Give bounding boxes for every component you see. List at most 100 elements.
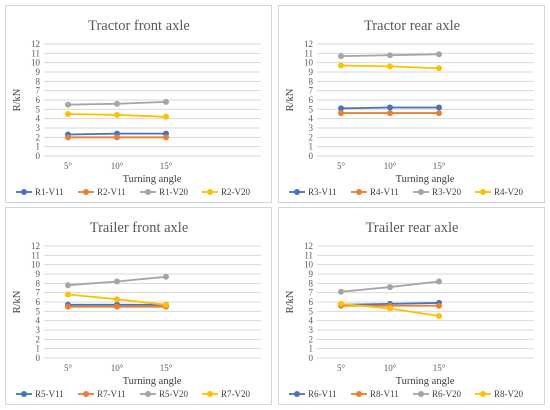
y-axis-label: R/kN <box>285 88 296 111</box>
x-axis-label: Turning angle <box>123 174 182 185</box>
data-point-R7-V20 <box>65 291 71 298</box>
y-tick-label: 8 <box>36 278 41 288</box>
data-point-R1-V20 <box>65 101 71 108</box>
y-axis-label: R/kN <box>12 88 23 111</box>
legend-swatch-marker <box>418 189 424 195</box>
data-point-R2-V20 <box>114 111 120 118</box>
y-tick-label: 4 <box>309 316 314 326</box>
data-point-R4-V20 <box>338 62 344 69</box>
x-tick-label: 5° <box>64 363 73 373</box>
legend-swatch-marker <box>480 189 486 195</box>
y-tick-label: 7 <box>36 288 41 298</box>
legend-label: R7-V20 <box>221 389 250 399</box>
data-point-R7-V20 <box>114 296 120 303</box>
chart-panel-tractor-front-axle: Tractor front axle 0 1 2 3 4 5 6 7 8 9 10 11 12 5° 10° 1… <box>5 5 272 203</box>
y-tick-label: 9 <box>36 67 41 77</box>
chart-panel-trailer-rear-axle: Trailer rear axle 0 1 2 3 4 5 6 7 8 9 10 11 12 5° 10° 15… <box>278 207 545 405</box>
chart-title: Tractor front axle <box>88 18 190 34</box>
legend-label: R8-V20 <box>494 389 523 399</box>
y-tick-label: 0 <box>309 353 314 363</box>
legend-label: R1-V11 <box>35 187 64 197</box>
y-tick-label: 5 <box>309 104 314 114</box>
y-tick-label: 2 <box>309 334 314 344</box>
y-axis-label: R/kN <box>12 290 23 313</box>
x-tick-label: 15° <box>433 161 446 171</box>
x-tick-label: 10° <box>384 363 397 373</box>
data-point-R3-V11 <box>338 105 344 112</box>
legend-label: R5-V11 <box>35 389 64 399</box>
data-point-R2-V11 <box>114 134 120 141</box>
legend-label: R3-V20 <box>432 187 461 197</box>
legend-label: R3-V11 <box>308 187 337 197</box>
legend-label: R2-V20 <box>221 187 250 197</box>
x-tick-label: 15° <box>160 363 173 373</box>
x-tick-label: 15° <box>160 161 173 171</box>
data-point-R4-V20 <box>436 65 442 72</box>
y-tick-label: 9 <box>309 67 314 77</box>
data-point-R3-V20 <box>387 52 393 59</box>
legend-swatch-marker <box>83 391 89 397</box>
legend-label: R4-V20 <box>494 187 523 197</box>
y-tick-label: 7 <box>36 86 41 96</box>
chart-title: Trailer rear axle <box>366 220 459 236</box>
x-axis-label: Turning angle <box>396 174 455 185</box>
y-tick-label: 1 <box>36 142 41 152</box>
y-tick-label: 6 <box>309 95 314 105</box>
data-point-R4-V11 <box>387 110 393 117</box>
y-tick-label: 8 <box>309 278 314 288</box>
x-tick-label: 10° <box>384 161 397 171</box>
y-tick-label: 11 <box>31 250 40 260</box>
data-point-R5-V20 <box>65 282 71 289</box>
data-point-R2-V11 <box>163 134 169 141</box>
x-tick-label: 5° <box>64 161 73 171</box>
data-point-R6-V20 <box>387 284 393 291</box>
y-tick-label: 12 <box>304 39 313 49</box>
legend-swatch-marker <box>207 391 213 397</box>
legend-label: R7-V11 <box>97 389 126 399</box>
data-point-R4-V11 <box>338 110 344 117</box>
legend-swatch-marker <box>294 391 300 397</box>
y-tick-label: 3 <box>36 123 41 133</box>
legend-label: R5-V20 <box>159 389 188 399</box>
legend-label: R1-V20 <box>159 187 188 197</box>
legend-label: R4-V11 <box>370 187 399 197</box>
legend-swatch-marker <box>480 391 486 397</box>
legend-label: R6-V11 <box>308 389 337 399</box>
chart-panel-trailer-front-axle: Trailer front axle 0 1 2 3 4 5 6 7 8 9 10 11 12 5° 10° 1… <box>5 207 272 405</box>
data-point-R7-V11 <box>114 303 120 310</box>
data-point-R2-V20 <box>65 111 71 117</box>
y-tick-label: 4 <box>309 114 314 124</box>
x-axis-label: Turning angle <box>123 376 182 387</box>
y-tick-label: 7 <box>309 288 314 298</box>
y-tick-label: 1 <box>309 142 314 152</box>
data-point-R4-V11 <box>436 110 442 117</box>
y-tick-label: 6 <box>36 95 41 105</box>
legend-swatch-marker <box>21 391 27 397</box>
legend-swatch-marker <box>356 391 362 397</box>
x-tick-label: 5° <box>337 161 346 171</box>
data-point-R7-V11 <box>65 303 71 310</box>
y-tick-label: 11 <box>304 48 313 58</box>
y-tick-label: 3 <box>309 123 314 133</box>
y-tick-label: 5 <box>36 306 41 316</box>
chart-title: Tractor rear axle <box>364 18 460 34</box>
legend-swatch-marker <box>207 189 213 195</box>
y-tick-label: 8 <box>36 76 41 86</box>
y-tick-label: 1 <box>36 344 41 354</box>
y-tick-label: 2 <box>309 132 314 142</box>
y-tick-label: 4 <box>36 316 41 326</box>
legend-swatch-marker <box>21 189 27 195</box>
y-tick-label: 12 <box>304 241 313 251</box>
y-tick-label: 0 <box>309 151 314 161</box>
x-tick-label: 15° <box>433 363 446 373</box>
data-point-R1-V20 <box>163 98 169 105</box>
y-tick-label: 11 <box>304 250 313 260</box>
chart-panel-tractor-rear-axle: Tractor rear axle 0 1 2 3 4 5 6 7 8 9 10 11 12 5° 10° 15… <box>278 5 545 203</box>
x-tick-label: 10° <box>111 363 124 373</box>
y-tick-label: 6 <box>36 297 41 307</box>
data-point-R8-V11 <box>436 302 442 309</box>
data-point-R3-V11 <box>436 104 442 111</box>
data-point-R6-V20 <box>436 278 442 285</box>
